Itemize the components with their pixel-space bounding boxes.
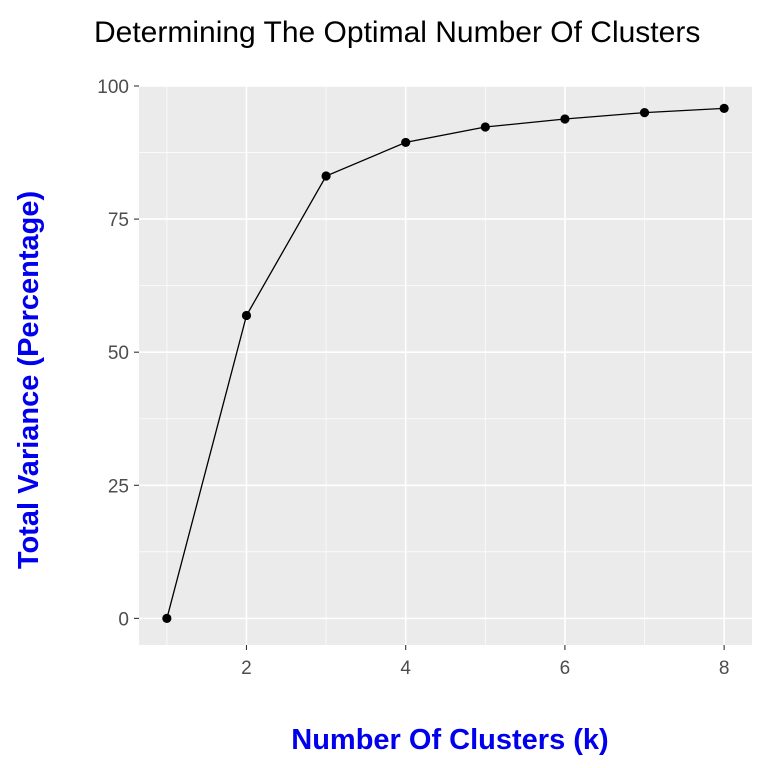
x-tick-label: 4 bbox=[400, 658, 411, 679]
x-axis-ticks: 2 4 6 8 bbox=[241, 645, 729, 679]
data-point bbox=[401, 137, 411, 148]
data-point bbox=[639, 108, 650, 118]
x-tick-label: 6 bbox=[560, 658, 571, 679]
y-tick-label: 100 bbox=[97, 77, 129, 98]
y-axis-title: Total Variance (Percentage) bbox=[13, 191, 45, 569]
y-tick-label: 0 bbox=[118, 609, 129, 630]
y-tick-label: 25 bbox=[108, 476, 129, 497]
data-point bbox=[560, 114, 570, 124]
x-tick-label: 8 bbox=[719, 658, 730, 679]
data-points bbox=[162, 103, 729, 623]
data-point bbox=[719, 103, 729, 113]
plot-panel bbox=[139, 86, 752, 645]
data-point bbox=[321, 171, 331, 181]
data-point bbox=[241, 310, 252, 321]
x-tick-label: 2 bbox=[241, 658, 252, 679]
y-tick-label: 50 bbox=[108, 343, 129, 364]
y-tick-label: 75 bbox=[108, 210, 129, 231]
data-point bbox=[480, 122, 490, 132]
x-axis-title: Number Of Clusters (k) bbox=[291, 724, 608, 756]
data-point bbox=[162, 613, 172, 623]
chart-title: Determining The Optimal Number Of Cluste… bbox=[94, 16, 700, 49]
major-gridlines bbox=[139, 85, 752, 645]
series-line bbox=[166, 107, 725, 619]
y-axis-ticks: 0 25 50 75 100 bbox=[97, 77, 139, 630]
